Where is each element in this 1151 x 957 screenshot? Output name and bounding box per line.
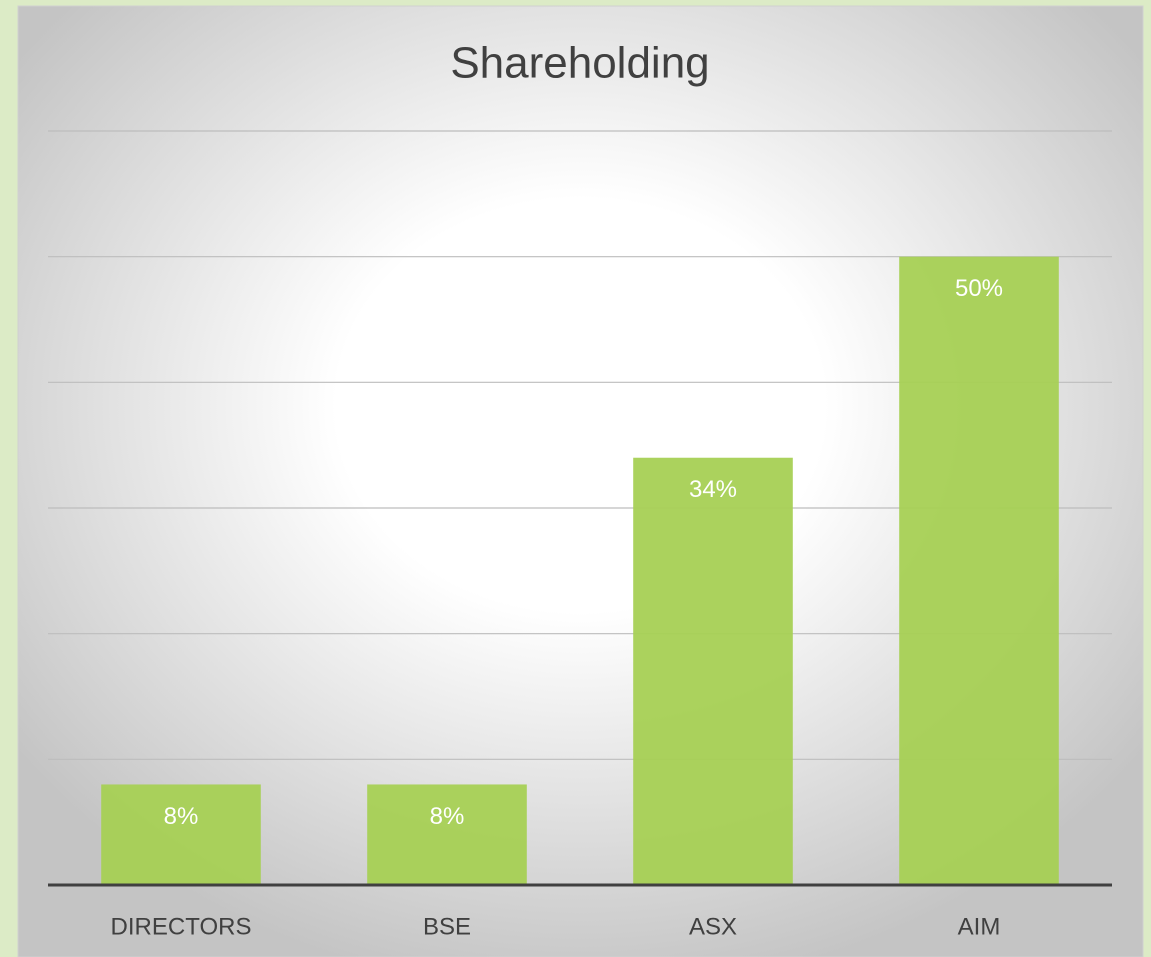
x-tick-label: DIRECTORS	[111, 913, 252, 940]
chart-title: Shareholding	[450, 39, 709, 88]
data-label: 8%	[164, 803, 199, 830]
data-label: 8%	[430, 803, 465, 830]
x-tick-label: BSE	[423, 913, 471, 940]
bar	[633, 457, 793, 885]
bar	[101, 784, 261, 885]
bar	[367, 784, 527, 885]
x-tick-label: AIM	[958, 913, 1001, 940]
x-tick-label: ASX	[689, 913, 737, 940]
data-label: 34%	[689, 476, 737, 503]
bar	[899, 256, 1059, 886]
data-label: 50%	[955, 275, 1003, 302]
